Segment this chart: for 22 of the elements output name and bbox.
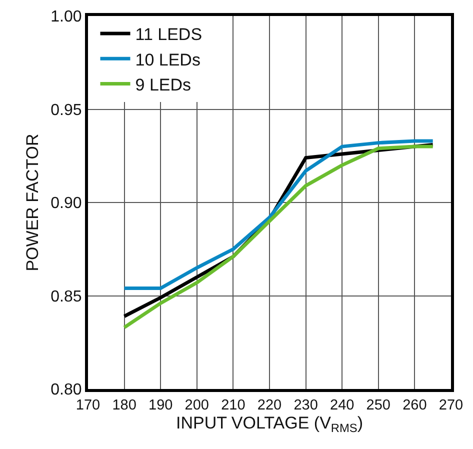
y-tick-label: 0.80 <box>50 382 82 399</box>
x-tick-label: 230 <box>294 397 318 414</box>
x-tick-label: 270 <box>438 397 464 414</box>
line-series <box>122 139 435 290</box>
legend-label: 10 LEDs <box>135 50 200 70</box>
x-tick-label: 260 <box>402 397 427 414</box>
x-tick-label: 210 <box>221 397 246 414</box>
y-tick-label: 0.95 <box>50 102 82 119</box>
y-tick-label: 0.85 <box>50 288 82 306</box>
y-tick-label: 1.00 <box>50 8 82 26</box>
x-tick-label: 190 <box>148 397 173 414</box>
legend-label: 9 LEDs <box>135 75 192 94</box>
y-axis-title: POWER FACTOR <box>23 134 42 272</box>
x-axis-title: INPUT VOLTAGE (V$_{RMS}$) <box>176 413 364 435</box>
x-tick-label: 220 <box>257 397 282 414</box>
x-tick-label: 180 <box>112 397 136 414</box>
x-tick-label: 170 <box>76 397 100 414</box>
x-tick-label: 250 <box>366 397 390 414</box>
y-tick-label: 0.90 <box>50 195 82 212</box>
x-tick-label: 200 <box>184 397 209 414</box>
x-tick-label: 240 <box>330 397 354 414</box>
legend-label: 11 LEDS <box>135 25 202 44</box>
